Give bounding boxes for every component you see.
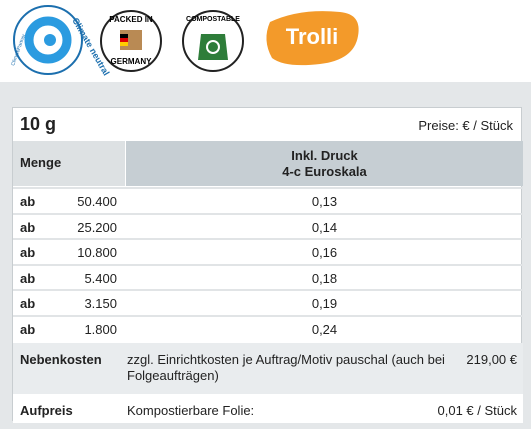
header-left bbox=[13, 141, 125, 186]
c-shape bbox=[24, 16, 72, 64]
packed-top: PACKED IN bbox=[109, 15, 153, 24]
ring bbox=[13, 5, 83, 75]
row-price: 0,14 bbox=[311, 219, 338, 235]
row-prefix: ab bbox=[20, 245, 36, 261]
print-head: 4-c Euroskala bbox=[282, 164, 367, 179]
price-note: Preise: € / Stück bbox=[418, 118, 513, 133]
climate-partner: ClimatePartner bbox=[10, 33, 27, 67]
row-separator bbox=[13, 212, 523, 215]
row-prefix: ab bbox=[20, 219, 36, 235]
row-quantity: 5.400 bbox=[84, 270, 117, 286]
climate-logo: Climate neutral ClimatePartner bbox=[10, 5, 111, 77]
header-right bbox=[126, 141, 523, 186]
extra-row bbox=[13, 393, 523, 423]
quantity-head: Menge bbox=[20, 155, 62, 170]
extra-value: 0,01 € / Stück bbox=[437, 402, 518, 418]
brand: Trolli bbox=[286, 24, 339, 49]
row-separator bbox=[13, 187, 523, 189]
price-table: 10 g Preise: € / Stück Menge Inkl. Druck 4-c… bbox=[12, 107, 523, 423]
row-price: 0,24 bbox=[311, 322, 338, 337]
extra-row bbox=[13, 342, 523, 394]
logo-bar: Climate neutral ClimatePartner PACKED IN… bbox=[10, 5, 359, 77]
extra-label: Nebenkosten bbox=[20, 351, 102, 367]
compost-text: COMPOSTABLE bbox=[186, 16, 240, 23]
row-prefix: ab bbox=[20, 194, 36, 209]
extra-text: zzgl. Einrichtkosten je Auftrag/Motiv pa… bbox=[127, 351, 445, 383]
title: 10 g bbox=[20, 114, 57, 134]
row-separator bbox=[13, 238, 523, 241]
row-price: 0,16 bbox=[311, 245, 338, 261]
extra-label: Aufpreis bbox=[20, 402, 73, 418]
row-prefix: ab bbox=[20, 296, 36, 312]
extra-value: 219,00 € bbox=[466, 351, 517, 367]
row-quantity: 3.150 bbox=[84, 296, 117, 312]
row-prefix: ab bbox=[20, 270, 36, 286]
row-separator bbox=[13, 315, 523, 317]
row-price: 0,18 bbox=[311, 270, 338, 286]
row-quantity: 50.400 bbox=[77, 194, 117, 209]
row-price: 0,19 bbox=[311, 296, 338, 312]
row-price: 0,13 bbox=[311, 194, 338, 209]
packed-logo: PACKED IN GERMANY bbox=[100, 10, 162, 72]
bag bbox=[198, 34, 228, 60]
arrows bbox=[206, 40, 220, 54]
print-head: Inkl. Druck bbox=[291, 148, 358, 163]
flag-red bbox=[120, 38, 128, 42]
extra-text: Kompostierbare Folie: bbox=[127, 402, 255, 418]
row-separator bbox=[13, 263, 523, 266]
row-prefix: ab bbox=[20, 322, 36, 337]
dot bbox=[44, 34, 56, 46]
row-quantity: 10.800 bbox=[77, 245, 117, 261]
compost-logo: COMPOSTABLE bbox=[182, 10, 244, 72]
row-separator bbox=[13, 289, 523, 292]
blob bbox=[266, 11, 359, 66]
row-quantity: 25.200 bbox=[77, 219, 117, 235]
flag-gold bbox=[120, 42, 128, 46]
packed-bottom: GERMANY bbox=[111, 57, 153, 66]
flag-black bbox=[120, 34, 128, 38]
trolli-logo: Trolli bbox=[266, 11, 359, 66]
row-quantity: 1.800 bbox=[84, 322, 117, 337]
